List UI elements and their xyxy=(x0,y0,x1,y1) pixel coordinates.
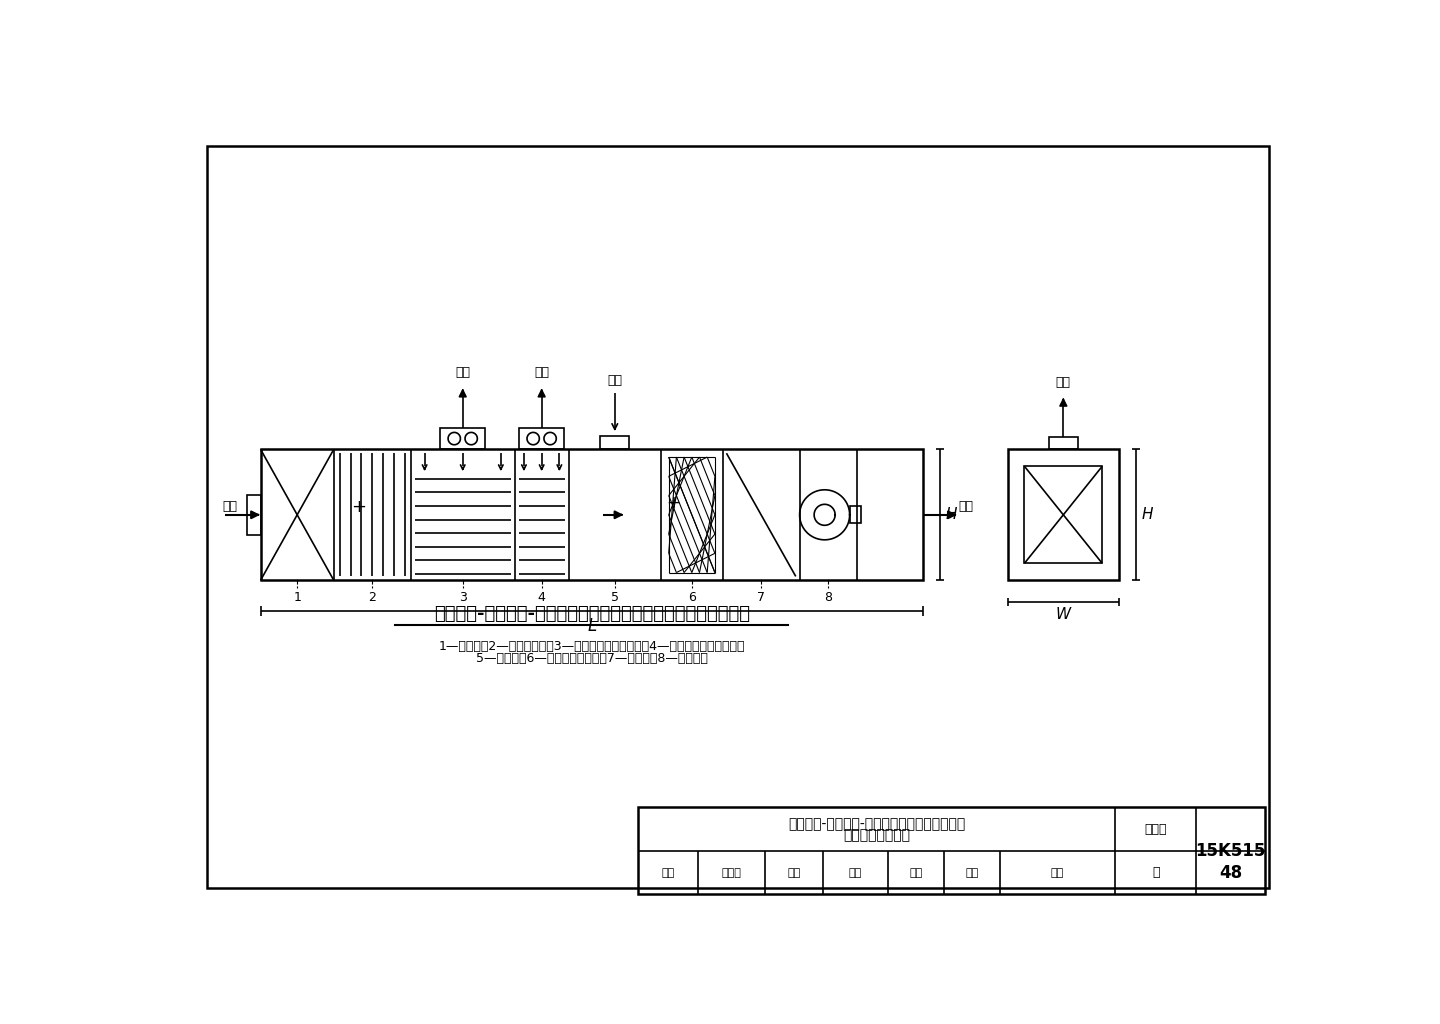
Text: 6: 6 xyxy=(688,591,696,604)
Bar xyxy=(520,428,564,450)
Text: 5—回风段；6—直接蒸发冷却段；7—再热段；8—送风机段: 5—回风段；6—直接蒸发冷却段；7—再热段；8—送风机段 xyxy=(475,652,707,665)
Text: 汉越: 汉越 xyxy=(1051,867,1064,878)
Bar xyxy=(441,428,485,450)
Text: 送风: 送风 xyxy=(959,500,973,512)
Text: 设计: 设计 xyxy=(910,867,923,878)
Text: 48: 48 xyxy=(1220,863,1243,882)
Text: 3: 3 xyxy=(459,591,467,604)
Text: 15K515: 15K515 xyxy=(1195,842,1266,860)
Bar xyxy=(600,435,629,450)
Text: 4: 4 xyxy=(537,591,546,604)
Text: 管式间接-管式间接-直接蒸发冷却通风空调机组功能及外形示意图: 管式间接-管式间接-直接蒸发冷却通风空调机组功能及外形示意图 xyxy=(433,604,750,623)
Text: 汪起: 汪起 xyxy=(965,867,979,878)
Text: 2: 2 xyxy=(369,591,376,604)
Bar xyxy=(1008,450,1119,581)
Text: 排风: 排风 xyxy=(455,367,471,379)
Text: 1: 1 xyxy=(294,591,301,604)
Bar xyxy=(638,807,1266,894)
Text: 页: 页 xyxy=(1152,866,1159,880)
Text: 排风: 排风 xyxy=(534,367,549,379)
Text: 功能及外形示意图: 功能及外形示意图 xyxy=(842,828,910,843)
Text: 强天伟: 强天伟 xyxy=(721,867,742,878)
Text: 新风: 新风 xyxy=(222,500,238,512)
Bar xyxy=(261,450,923,581)
Text: W: W xyxy=(1056,607,1071,623)
Text: 邢佳: 邢佳 xyxy=(848,867,863,878)
Text: L: L xyxy=(588,617,596,635)
Text: 回风: 回风 xyxy=(608,374,622,387)
Text: 管式间接-管式间接-直接蒸发冷却通风空调机组: 管式间接-管式间接-直接蒸发冷却通风空调机组 xyxy=(788,817,965,831)
Bar xyxy=(1024,466,1102,563)
Text: 5: 5 xyxy=(611,591,619,604)
Text: 图集号: 图集号 xyxy=(1145,822,1166,836)
Text: 校对: 校对 xyxy=(788,867,801,878)
Text: H: H xyxy=(945,507,956,522)
Text: 8: 8 xyxy=(825,591,832,604)
Text: 排风: 排风 xyxy=(1056,376,1071,388)
Text: +: + xyxy=(667,495,680,512)
Text: 审核: 审核 xyxy=(661,867,674,878)
Text: H: H xyxy=(1142,507,1153,522)
Text: 7: 7 xyxy=(757,591,765,604)
Bar xyxy=(850,506,861,523)
Text: 1—过滤段；2—蒸风预热段；3—管式间接蒸发冷却段；4—管式间接蒸发冷却段；: 1—过滤段；2—蒸风预热段；3—管式间接蒸发冷却段；4—管式间接蒸发冷却段； xyxy=(438,640,744,652)
Text: +: + xyxy=(351,498,366,516)
Bar xyxy=(246,495,261,535)
Bar xyxy=(1048,437,1079,450)
